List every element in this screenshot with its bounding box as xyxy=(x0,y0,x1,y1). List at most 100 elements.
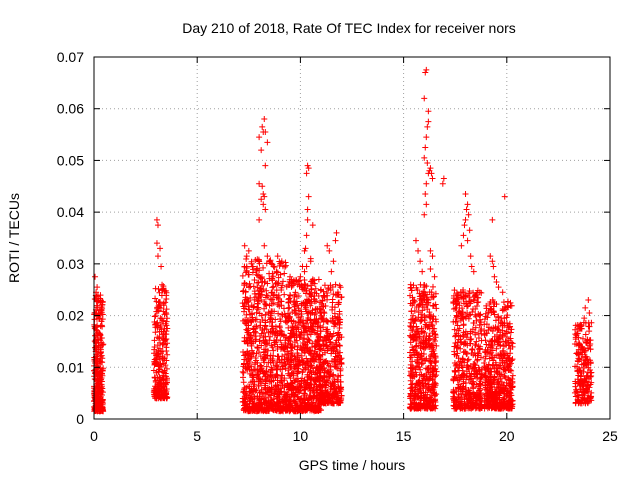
data-point xyxy=(464,237,471,244)
data-point xyxy=(334,348,341,355)
data-point xyxy=(252,407,259,414)
data-point xyxy=(323,317,330,324)
data-point xyxy=(296,331,303,338)
data-point xyxy=(244,339,251,346)
data-point xyxy=(243,255,250,262)
data-point xyxy=(308,362,315,369)
data-point xyxy=(279,363,286,370)
data-point xyxy=(287,397,294,404)
data-point xyxy=(327,343,334,350)
data-point xyxy=(152,358,159,365)
data-point xyxy=(424,160,431,167)
data-point xyxy=(264,253,271,260)
data-point xyxy=(587,369,594,376)
data-point xyxy=(157,361,164,368)
data-point xyxy=(91,323,98,330)
data-point xyxy=(415,303,422,310)
data-point xyxy=(286,361,293,368)
data-point xyxy=(298,352,305,359)
data-point xyxy=(299,375,306,382)
data-point xyxy=(162,380,169,387)
data-point xyxy=(429,175,436,182)
data-point xyxy=(156,377,163,384)
data-point xyxy=(251,277,258,284)
data-point xyxy=(281,351,288,358)
data-point xyxy=(306,348,313,355)
data-point xyxy=(242,351,249,358)
data-point xyxy=(163,379,170,386)
data-point xyxy=(260,264,267,271)
data-point xyxy=(291,303,298,310)
data-point xyxy=(284,355,291,362)
data-point xyxy=(465,356,472,363)
data-point xyxy=(278,311,285,318)
y-tick-label: 0.05 xyxy=(57,152,84,168)
data-point xyxy=(309,309,316,316)
data-point xyxy=(320,376,327,383)
data-point xyxy=(315,276,322,283)
data-point xyxy=(433,305,440,312)
data-point xyxy=(422,144,429,151)
data-point xyxy=(277,389,284,396)
data-point xyxy=(247,319,254,326)
data-point xyxy=(277,315,284,322)
data-point xyxy=(295,352,302,359)
data-point xyxy=(302,290,309,297)
data-point xyxy=(248,353,255,360)
data-point xyxy=(273,328,280,335)
data-point xyxy=(260,407,267,414)
data-point xyxy=(303,232,310,239)
data-point xyxy=(313,407,320,414)
data-point xyxy=(254,359,261,366)
data-point xyxy=(275,310,282,317)
data-point xyxy=(259,316,266,323)
data-point xyxy=(279,353,286,360)
data-point xyxy=(317,328,324,335)
data-point xyxy=(252,328,259,335)
data-point xyxy=(272,316,279,323)
data-point xyxy=(309,222,316,229)
data-point xyxy=(432,290,439,297)
data-point xyxy=(263,408,270,415)
data-point xyxy=(270,377,277,384)
data-point xyxy=(408,316,415,323)
data-point xyxy=(288,327,295,334)
data-point xyxy=(268,405,275,412)
data-point xyxy=(310,367,317,374)
data-point xyxy=(293,324,300,331)
data-point xyxy=(270,283,277,290)
data-point xyxy=(292,310,299,317)
data-point xyxy=(283,314,290,321)
data-point xyxy=(327,381,334,388)
data-point xyxy=(296,277,303,284)
data-point xyxy=(333,229,340,236)
data-point xyxy=(288,317,295,324)
data-point xyxy=(163,344,170,351)
data-point xyxy=(152,321,159,328)
data-point xyxy=(261,242,268,249)
data-point xyxy=(296,382,303,389)
data-point xyxy=(423,180,430,187)
data-point xyxy=(263,363,270,370)
data-point xyxy=(310,389,317,396)
data-point xyxy=(154,342,161,349)
data-point xyxy=(262,162,269,169)
data-point xyxy=(243,357,250,364)
data-point xyxy=(287,341,294,348)
data-point xyxy=(261,305,268,312)
data-point xyxy=(423,134,430,141)
data-point xyxy=(263,287,270,294)
data-point xyxy=(332,237,339,244)
data-point xyxy=(337,384,344,391)
data-point xyxy=(419,307,426,314)
data-point xyxy=(258,275,265,282)
data-point xyxy=(409,302,416,309)
data-point xyxy=(272,329,279,336)
data-point xyxy=(313,375,320,382)
data-point xyxy=(96,396,103,403)
data-point xyxy=(332,315,339,322)
data-point xyxy=(304,206,311,213)
y-tick-label: 0.06 xyxy=(57,101,84,117)
data-point xyxy=(263,341,270,348)
x-tick-label: 25 xyxy=(602,428,618,444)
